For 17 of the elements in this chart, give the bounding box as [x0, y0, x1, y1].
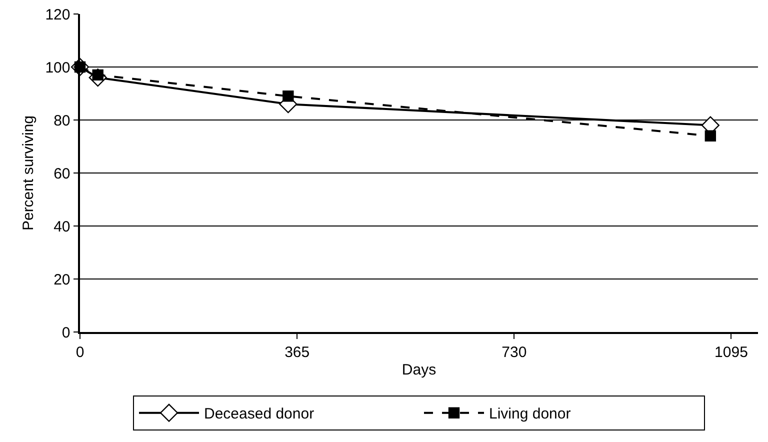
legend-label: Deceased donor	[204, 406, 314, 423]
x-axis-title: Days	[402, 361, 436, 378]
point	[282, 90, 294, 102]
point	[704, 130, 716, 142]
y-tick-label: 0	[62, 324, 70, 342]
x-tick-label: 730	[502, 344, 527, 361]
y-tick-label: 100	[45, 59, 70, 76]
y-axis-title: Percent surviving	[20, 115, 37, 231]
y-tick-label: 40	[54, 218, 70, 236]
y-tick-label: 120	[45, 6, 70, 24]
x-tick-label: 1095	[714, 344, 748, 361]
y-tick-label: 80	[54, 112, 70, 130]
y-tick-label: 60	[54, 165, 70, 182]
legend-label: Living donor	[489, 406, 571, 423]
x-tick-label: 0	[76, 344, 84, 361]
x-tick-label: 365	[284, 344, 310, 361]
y-tick-label: 20	[54, 271, 70, 288]
